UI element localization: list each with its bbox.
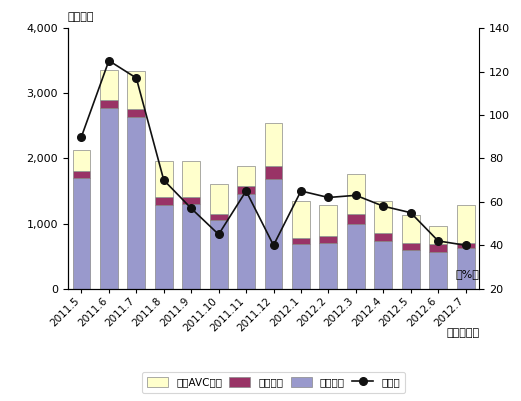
Bar bbox=[128, 109, 145, 117]
Bar bbox=[210, 220, 228, 289]
Bar bbox=[155, 161, 172, 198]
Bar bbox=[72, 172, 90, 178]
Bar bbox=[265, 123, 282, 166]
Bar bbox=[265, 178, 282, 289]
Bar bbox=[182, 197, 200, 204]
Bar bbox=[182, 204, 200, 289]
Bar bbox=[100, 100, 118, 108]
Bar bbox=[100, 71, 118, 100]
Bar bbox=[210, 184, 228, 214]
Bar bbox=[182, 161, 200, 197]
Bar bbox=[128, 117, 145, 289]
Bar bbox=[100, 108, 118, 289]
Bar bbox=[457, 248, 475, 289]
Bar bbox=[347, 224, 365, 289]
Bar bbox=[457, 205, 475, 243]
Bar bbox=[210, 214, 228, 220]
Bar bbox=[402, 243, 419, 249]
Bar bbox=[237, 186, 255, 194]
Bar bbox=[429, 252, 447, 289]
Bar bbox=[72, 150, 90, 172]
Text: （年・月）: （年・月） bbox=[446, 328, 479, 338]
Bar bbox=[347, 174, 365, 215]
Text: （億円）: （億円） bbox=[68, 12, 94, 22]
Bar bbox=[155, 197, 172, 205]
Bar bbox=[72, 178, 90, 289]
Bar bbox=[319, 243, 337, 289]
Bar bbox=[375, 233, 392, 241]
Bar bbox=[402, 249, 419, 289]
Bar bbox=[402, 215, 419, 243]
Bar bbox=[237, 194, 255, 289]
Bar bbox=[375, 201, 392, 233]
Bar bbox=[155, 205, 172, 289]
Bar bbox=[457, 243, 475, 248]
Bar bbox=[319, 205, 337, 236]
Bar bbox=[292, 201, 310, 238]
Bar bbox=[429, 244, 447, 252]
Bar bbox=[429, 226, 447, 244]
Bar bbox=[347, 215, 365, 224]
Text: （%）: （%） bbox=[455, 269, 479, 279]
Bar bbox=[292, 244, 310, 289]
Bar bbox=[319, 236, 337, 243]
Legend: カーAVC機器, 音声機器, 映像機器, 前年比: カーAVC機器, 音声機器, 映像機器, 前年比 bbox=[142, 372, 405, 393]
Bar bbox=[237, 166, 255, 186]
Bar bbox=[265, 166, 282, 178]
Bar bbox=[128, 71, 145, 109]
Bar bbox=[375, 241, 392, 289]
Bar bbox=[292, 238, 310, 244]
